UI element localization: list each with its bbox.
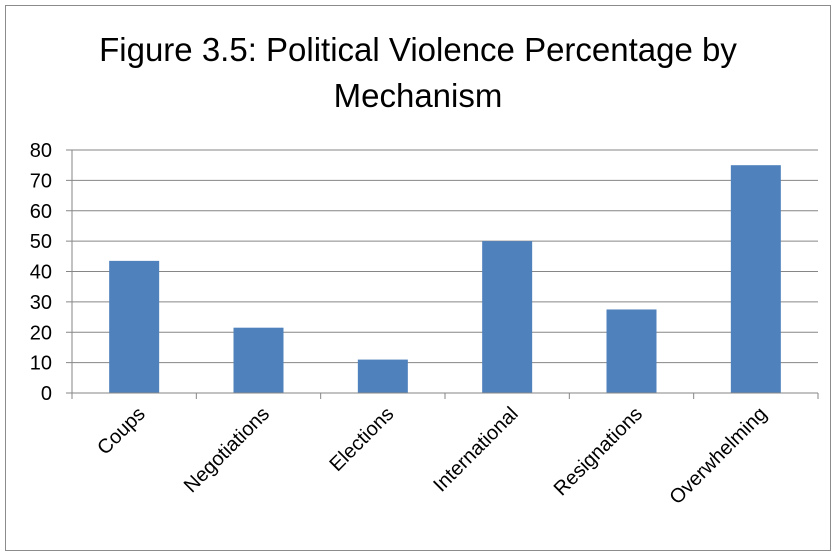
- y-tick-label: 70: [30, 170, 52, 192]
- gridlines: [72, 149, 818, 364]
- y-tick-label: 80: [30, 140, 52, 162]
- bar-negotiations: [233, 327, 284, 393]
- bar-international: [482, 241, 533, 393]
- bar-coups: [109, 260, 160, 393]
- x-category-label: Elections: [325, 403, 398, 476]
- y-tick-label: 30: [30, 292, 52, 314]
- y-tick-label: 20: [30, 322, 52, 344]
- axes: [66, 149, 819, 399]
- y-tick-labels: 0 10 20 30 40 50 60 70 80: [30, 140, 52, 405]
- y-tick-label: 40: [30, 262, 52, 284]
- x-category-label: International: [429, 403, 522, 496]
- x-category-label: Coups: [93, 403, 149, 459]
- y-tick-label: 10: [30, 353, 52, 375]
- x-category-label: Overwhelming: [665, 403, 771, 509]
- x-category-label: Negotiations: [180, 403, 274, 497]
- bar-overwhelming: [730, 165, 781, 393]
- x-category-label: Resignations: [550, 403, 647, 500]
- bar-resignations: [606, 309, 657, 393]
- chart-title: Figure 3.5: Political Violence Percentag…: [99, 31, 737, 114]
- x-category-labels: Coups Negotiations Elections International R…: [93, 403, 771, 509]
- bars: [109, 165, 781, 393]
- y-tick-label: 0: [41, 383, 52, 405]
- y-tick-label: 60: [30, 201, 52, 223]
- bar-elections: [357, 359, 408, 393]
- title-line-1: Figure 3.5: Political Violence Percentag…: [99, 31, 737, 68]
- y-tick-label: 50: [30, 231, 52, 253]
- title-line-2: Mechanism: [334, 77, 503, 114]
